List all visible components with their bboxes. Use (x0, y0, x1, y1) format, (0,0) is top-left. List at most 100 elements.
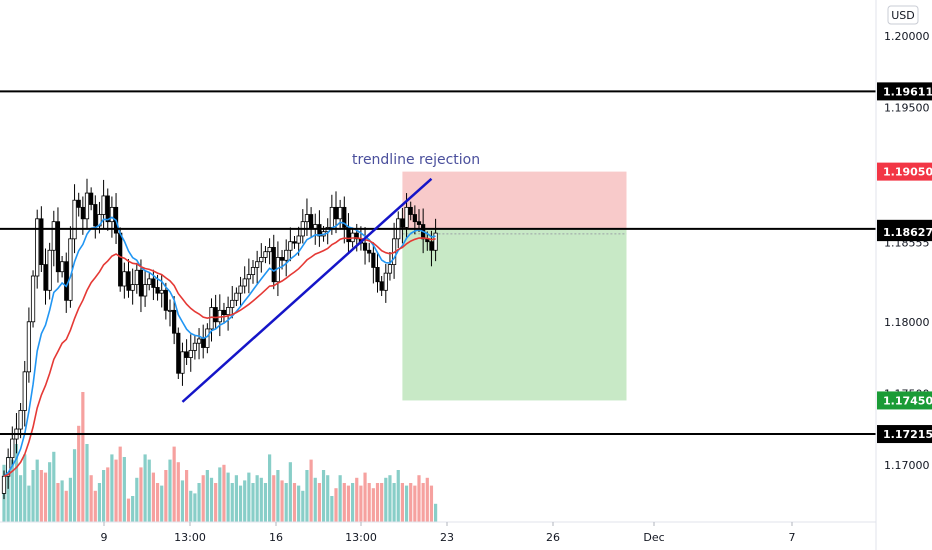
x-tick-label: 9 (101, 531, 108, 544)
candle (68, 226, 73, 308)
candle (167, 299, 173, 327)
candle (163, 282, 168, 320)
candle-body (151, 278, 156, 288)
candlesticks (1, 178, 438, 500)
currency-button[interactable]: USD (887, 5, 919, 25)
volume-bar (218, 467, 222, 522)
volume-bar (222, 464, 226, 522)
volume-bar (404, 485, 409, 522)
price-tag-bg (877, 162, 932, 181)
volume-bar (400, 483, 404, 522)
volume-bar (268, 454, 272, 522)
candle-body (230, 299, 235, 308)
candle (379, 276, 384, 297)
candle-body (250, 267, 256, 275)
x-tick-label: 16 (269, 531, 283, 544)
candle-body (155, 287, 160, 294)
volume-bar (52, 451, 56, 522)
candle (246, 258, 251, 294)
candle (213, 294, 218, 330)
volume-bar (172, 446, 176, 522)
volume-bar (131, 496, 135, 522)
candle (147, 273, 152, 291)
volume-bar (139, 467, 143, 522)
volume-bar (89, 475, 93, 522)
candle (230, 286, 235, 319)
volume-bar (60, 480, 64, 522)
candle-body (412, 214, 417, 223)
candle (433, 218, 438, 262)
candle-body (387, 264, 393, 274)
volume-bar (243, 480, 247, 522)
volume-bar (106, 467, 110, 522)
volume-bar (259, 477, 263, 522)
candle-body (255, 261, 260, 268)
volume-bar (6, 457, 10, 522)
volume-bar (288, 462, 292, 522)
volume-bar (334, 488, 338, 522)
candle-body (142, 284, 148, 297)
candle-body (333, 206, 339, 220)
trendline-layer (181, 177, 433, 403)
candle-body (408, 206, 413, 215)
candle (408, 201, 413, 221)
volume-bar (180, 480, 185, 522)
volume-bar (276, 470, 280, 522)
candle-body (6, 457, 11, 477)
candle (122, 262, 127, 299)
candle (159, 274, 164, 308)
volume-bar (193, 493, 197, 522)
volume-bar (147, 459, 151, 522)
candle (383, 264, 388, 303)
candle (93, 195, 98, 239)
candle (367, 242, 372, 263)
candle-body (109, 206, 114, 223)
candle-body (308, 214, 314, 230)
volume-bar (160, 485, 164, 522)
candle-body (429, 241, 434, 251)
candle-body (192, 342, 197, 351)
volume-bar (72, 449, 77, 522)
price-tag-target: 1.17450 (877, 391, 932, 410)
candle (400, 207, 405, 244)
candle (362, 227, 368, 265)
volume-bar (48, 462, 52, 522)
candle-body (26, 321, 32, 373)
candle (255, 250, 260, 284)
candle (10, 426, 15, 466)
volume-bar (39, 470, 43, 522)
candle (242, 266, 247, 294)
volume-bar (317, 483, 321, 522)
volume-bar (143, 454, 147, 522)
candle-body (433, 232, 438, 251)
volume-bar (413, 485, 417, 522)
position-zones (402, 171, 627, 401)
y-tick-label: 1.17000 (884, 459, 930, 472)
candle-body (180, 351, 185, 374)
volume-bar (434, 503, 438, 522)
volume-bar (189, 490, 193, 522)
candle-body (76, 199, 81, 208)
candle-body (188, 349, 193, 358)
candle (35, 209, 40, 289)
time-axis[interactable]: 9 13:00 16 13:00 23 26 Dec 7 (101, 522, 796, 544)
volume-bar (155, 483, 160, 522)
candle-body (400, 218, 405, 228)
candle-body (64, 261, 69, 301)
candle-body (134, 269, 139, 285)
volume-bar (367, 483, 371, 522)
volume-bar (85, 444, 89, 522)
volume-bar (214, 483, 218, 522)
price-tag-level: 1.18627 (877, 223, 932, 242)
candle-body (416, 221, 422, 225)
candle (284, 239, 289, 277)
volume-bar (255, 475, 259, 522)
volume-bar (201, 475, 205, 522)
candle (342, 196, 347, 244)
volume-bar (209, 477, 214, 522)
volume-bar (234, 475, 238, 522)
candle-body (93, 204, 98, 227)
candle-body (105, 195, 110, 223)
volume-bar (346, 485, 351, 522)
